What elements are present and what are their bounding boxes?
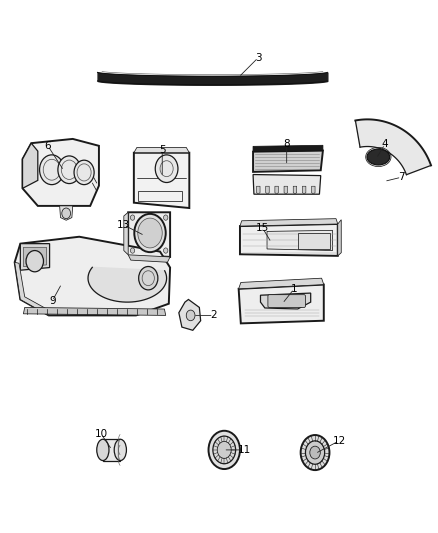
Circle shape: [217, 441, 231, 458]
Polygon shape: [240, 224, 338, 256]
Polygon shape: [60, 206, 73, 220]
Polygon shape: [128, 255, 170, 262]
Text: 6: 6: [45, 141, 51, 151]
Circle shape: [74, 160, 94, 184]
Polygon shape: [267, 230, 332, 251]
Ellipse shape: [97, 439, 109, 461]
FancyBboxPatch shape: [268, 295, 305, 308]
Circle shape: [138, 218, 162, 248]
Ellipse shape: [367, 149, 390, 165]
Text: 11: 11: [238, 445, 251, 455]
Circle shape: [62, 208, 71, 219]
Polygon shape: [302, 186, 306, 193]
Circle shape: [208, 431, 240, 469]
Polygon shape: [128, 212, 170, 257]
Polygon shape: [284, 186, 288, 193]
Polygon shape: [179, 300, 201, 330]
Polygon shape: [293, 186, 297, 193]
Text: 2: 2: [210, 310, 217, 320]
Polygon shape: [20, 244, 49, 270]
Ellipse shape: [114, 439, 127, 461]
Polygon shape: [239, 285, 324, 324]
Circle shape: [300, 435, 329, 470]
Polygon shape: [134, 148, 189, 153]
Polygon shape: [14, 262, 49, 316]
Text: 12: 12: [332, 436, 346, 446]
Text: 9: 9: [49, 296, 56, 306]
FancyBboxPatch shape: [297, 233, 330, 249]
Polygon shape: [257, 186, 260, 193]
Polygon shape: [22, 139, 99, 206]
Circle shape: [134, 214, 166, 252]
Text: 15: 15: [256, 223, 269, 233]
Polygon shape: [355, 119, 431, 175]
Polygon shape: [266, 186, 269, 193]
Circle shape: [310, 446, 320, 459]
Text: 13: 13: [117, 220, 131, 230]
Polygon shape: [22, 143, 38, 188]
Circle shape: [305, 441, 325, 464]
Text: 4: 4: [381, 139, 388, 149]
Circle shape: [163, 248, 168, 253]
Polygon shape: [124, 212, 128, 255]
Text: 8: 8: [283, 139, 290, 149]
Circle shape: [26, 251, 43, 272]
Circle shape: [39, 155, 64, 184]
Text: 10: 10: [95, 429, 108, 439]
Polygon shape: [88, 268, 166, 302]
Circle shape: [155, 155, 178, 182]
Circle shape: [58, 156, 81, 183]
Polygon shape: [134, 153, 189, 208]
Text: 5: 5: [159, 144, 166, 155]
Polygon shape: [253, 151, 323, 172]
Polygon shape: [253, 174, 321, 194]
Circle shape: [139, 266, 158, 290]
Polygon shape: [275, 186, 279, 193]
Polygon shape: [14, 237, 170, 316]
Circle shape: [131, 215, 135, 220]
Circle shape: [163, 215, 168, 220]
Text: 7: 7: [398, 172, 405, 182]
Circle shape: [213, 436, 236, 464]
Polygon shape: [311, 186, 315, 193]
Polygon shape: [23, 308, 166, 316]
Polygon shape: [253, 146, 323, 152]
Circle shape: [131, 248, 135, 253]
Text: 1: 1: [291, 284, 297, 294]
Polygon shape: [261, 293, 311, 309]
Polygon shape: [23, 247, 46, 266]
Polygon shape: [239, 278, 324, 289]
Polygon shape: [103, 439, 120, 461]
Circle shape: [186, 310, 195, 321]
Text: 3: 3: [255, 53, 261, 62]
Polygon shape: [338, 220, 341, 256]
Polygon shape: [240, 219, 338, 226]
